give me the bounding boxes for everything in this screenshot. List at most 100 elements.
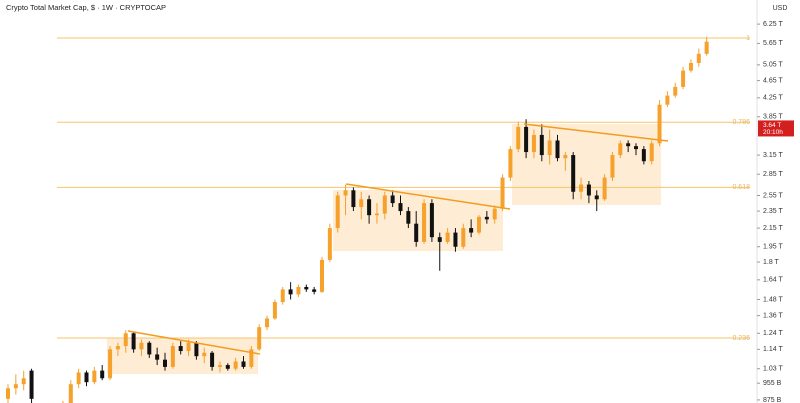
candle-body — [602, 177, 607, 200]
candle-body — [249, 349, 254, 367]
fib-label: 1 — [746, 35, 750, 42]
candle-body — [634, 146, 638, 150]
y-tick-label: 1.03 T — [763, 366, 783, 373]
candle-body — [618, 143, 623, 156]
y-tick-label: 2.85 T — [763, 171, 783, 178]
y-tick-label: 1.48 T — [763, 296, 783, 303]
candle-body — [178, 346, 183, 352]
fib-label: 0.618 — [732, 184, 750, 191]
candle-body — [194, 342, 199, 357]
candle-body — [492, 208, 497, 220]
y-tick-label: 2.35 T — [763, 208, 783, 215]
candle-body — [390, 195, 395, 204]
candle-body — [445, 232, 450, 242]
y-tick-label: 3.85 T — [763, 114, 783, 121]
chart-title: Crypto Total Market Cap, $ · 1W · CRYPTO… — [6, 3, 166, 12]
plot-area: 1 0.786 0.618 0.236 — [6, 35, 750, 403]
candle-body — [649, 143, 654, 162]
countdown: 20:10h — [763, 129, 783, 136]
candle-body — [272, 302, 277, 319]
candle-body — [186, 342, 191, 352]
candle-body — [367, 199, 372, 216]
price-tag — [758, 120, 794, 137]
fib-label: 0.236 — [732, 335, 750, 342]
candle-body — [288, 289, 293, 295]
candle-body — [610, 155, 615, 178]
candle-body — [343, 190, 348, 196]
currency: USD — [773, 5, 788, 12]
candle-body — [131, 333, 136, 350]
candle-body — [579, 184, 584, 192]
candle-body — [374, 213, 379, 216]
candle-body — [657, 104, 662, 144]
candle-body — [508, 149, 513, 178]
y-tick-label: 3.15 T — [763, 152, 783, 159]
candle-body — [147, 342, 152, 355]
candle-body — [524, 126, 529, 153]
candle-body — [531, 134, 536, 153]
candle-body — [100, 370, 105, 379]
trendline — [345, 183, 511, 210]
candle-body — [681, 70, 686, 87]
y-tick-label: 4.65 T — [763, 77, 783, 84]
candle-body — [335, 195, 340, 229]
candle-body — [704, 41, 709, 54]
candle-body — [673, 86, 678, 96]
y-tick-label: 875 B — [763, 397, 782, 403]
candle-body — [382, 195, 387, 214]
candle-body — [696, 53, 701, 63]
candle-body — [406, 211, 411, 224]
candle-body — [296, 286, 301, 295]
candle-body — [571, 155, 576, 192]
candle-body — [453, 232, 458, 247]
candle-body — [257, 327, 262, 350]
candle-body — [6, 388, 10, 399]
y-tick-label: 1.64 T — [763, 277, 783, 284]
candle-body — [170, 346, 175, 367]
candle-body — [429, 203, 434, 238]
y-tick-label: 2.55 T — [763, 192, 783, 199]
candle-body — [626, 143, 631, 147]
y-tick-label: 5.05 T — [763, 62, 783, 69]
candle-body — [92, 370, 97, 383]
candle-body — [398, 203, 403, 212]
candle-body — [688, 62, 693, 71]
candle-body — [516, 126, 521, 150]
candle-body — [484, 216, 489, 220]
y-tick-label: 6.25 T — [763, 21, 783, 28]
candle-body — [13, 384, 18, 389]
candle-body — [555, 140, 560, 159]
y-tick-label: 1.36 T — [763, 312, 783, 319]
candle-body — [539, 134, 544, 156]
fib-label: 0.786 — [732, 119, 750, 126]
candle-body — [327, 228, 332, 260]
y-tick-label: 4.25 T — [763, 95, 783, 102]
y-tick-label: 2.15 T — [763, 225, 783, 232]
candle-body — [280, 289, 285, 303]
candle-body — [21, 378, 26, 385]
candle-body — [123, 333, 128, 347]
candle-body — [68, 384, 73, 403]
candle-body — [155, 354, 160, 360]
y-tick-label: 1.14 T — [763, 346, 783, 353]
candle-body — [163, 359, 167, 367]
candle-body — [477, 216, 481, 233]
candle-body — [202, 352, 207, 357]
candle-body — [139, 342, 144, 350]
candle-body — [225, 365, 230, 369]
candle-body — [547, 140, 552, 156]
candle-body — [665, 95, 670, 105]
y-tick-label: 955 B — [763, 380, 782, 387]
candle-body — [351, 190, 356, 208]
candle-body — [265, 318, 270, 328]
candle-body — [108, 349, 113, 379]
y-tick-label: 1.24 T — [763, 330, 783, 337]
candle-body — [84, 372, 89, 383]
candle-body — [586, 184, 591, 196]
candle-body — [500, 177, 505, 209]
candle-body — [76, 372, 81, 385]
candle-body — [115, 346, 120, 350]
candle-body — [563, 155, 568, 159]
candle-body — [320, 259, 324, 292]
